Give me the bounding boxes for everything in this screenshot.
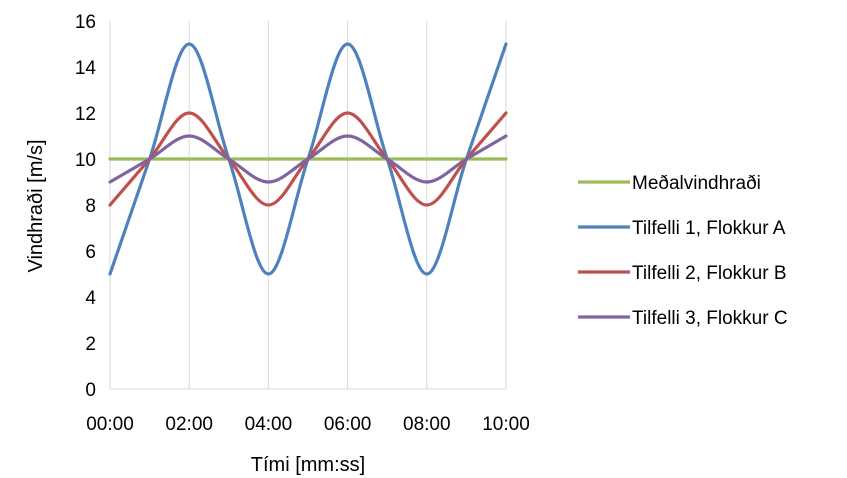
legend: Meðalvindhraði Tilfelli 1, Flokkur A Tilfe…	[578, 173, 788, 329]
y-tick-label: 0	[85, 380, 96, 401]
x-tick-label: 02:00	[165, 414, 213, 435]
y-tick-label: 16	[75, 12, 96, 33]
series-line-4	[108, 134, 508, 184]
x-tick-label: 04:00	[245, 414, 293, 435]
y-axis-title: Vindhraði [m/s]	[25, 139, 47, 272]
x-tick-label: 08:00	[403, 414, 451, 435]
grid	[188, 21, 507, 389]
x-tick-label: 10:00	[482, 414, 530, 435]
x-tick-label: 00:00	[86, 414, 134, 435]
series-lines	[108, 42, 508, 276]
y-tick-label: 4	[85, 288, 96, 309]
legend-label-3: Tilfelli 2, Flokkur B	[632, 263, 787, 284]
y-tick-label: 12	[75, 104, 96, 125]
y-tick-label: 8	[85, 196, 96, 217]
axes	[109, 21, 506, 390]
x-axis-title: Tími [mm:ss]	[251, 454, 365, 476]
y-tick-label: 10	[75, 150, 96, 171]
y-tick-label: 2	[85, 334, 96, 355]
x-axis-ticks: 00:00 02:00 04:00 06:00 08:00 10:00	[86, 414, 530, 435]
y-tick-label: 6	[85, 242, 96, 263]
legend-label-2: Tilfelli 1, Flokkur A	[632, 218, 786, 239]
x-tick-label: 06:00	[324, 414, 372, 435]
legend-label-1: Meðalvindhraði	[632, 173, 761, 194]
y-tick-label: 14	[75, 58, 97, 79]
y-axis-ticks: 0 2 4 6 8 10 12 14 16	[75, 12, 97, 401]
legend-label-4: Tilfelli 3, Flokkur C	[632, 308, 788, 329]
